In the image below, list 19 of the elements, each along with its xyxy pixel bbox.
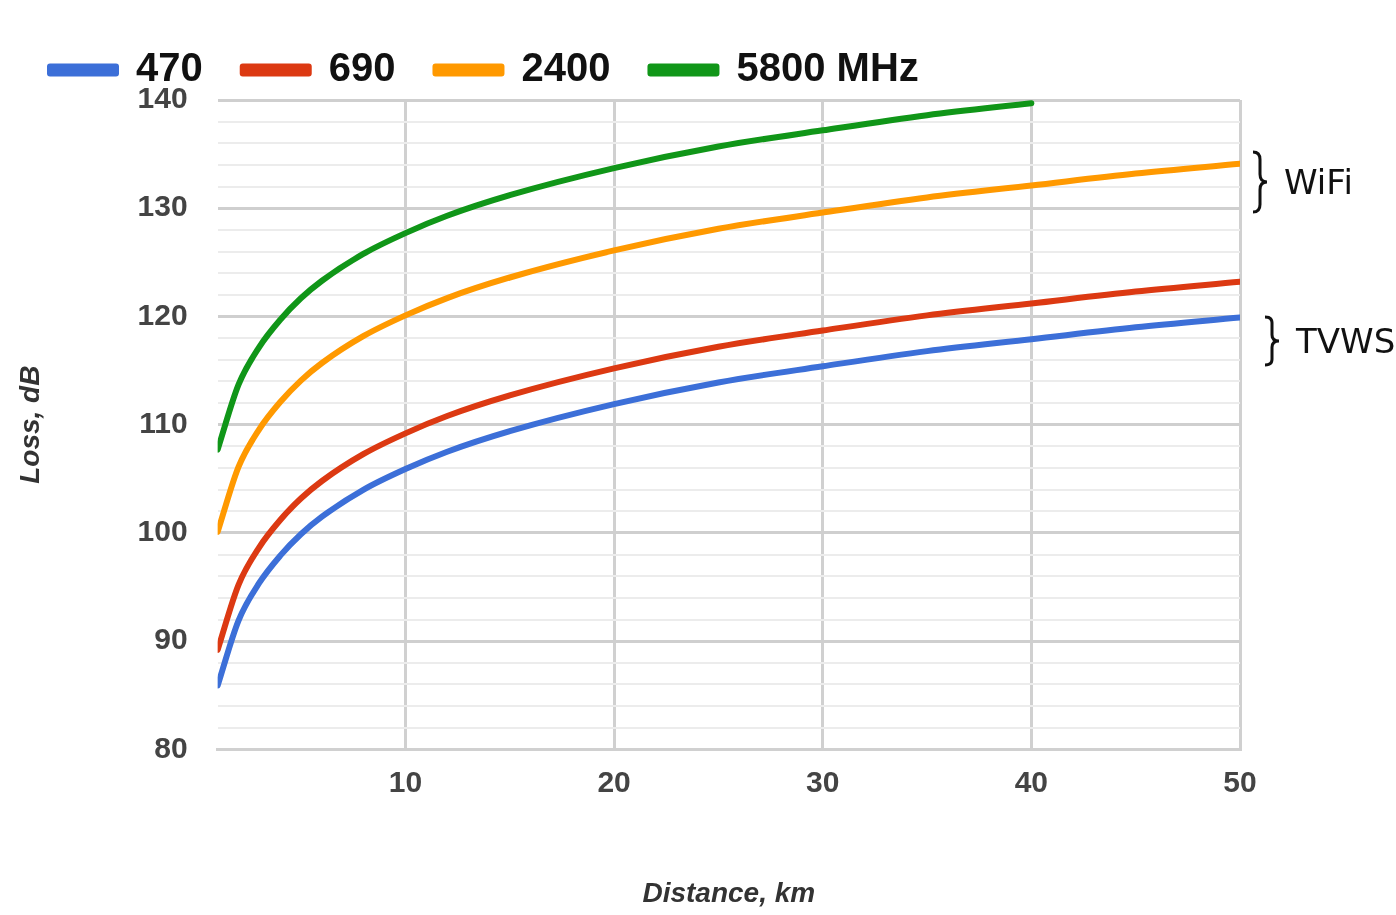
y-tick-label: 110 xyxy=(139,405,188,439)
y-tick-label: 130 xyxy=(137,189,188,223)
y-tick-label: 140 xyxy=(137,81,188,115)
legend-label: 690 xyxy=(328,45,396,90)
y-tick-label: 90 xyxy=(154,622,188,656)
y-axis-title: Loss, dB xyxy=(13,365,45,484)
x-tick-label: 40 xyxy=(1014,764,1049,798)
text: TVWS xyxy=(1296,321,1396,361)
y-tick-label: 80 xyxy=(154,730,188,764)
x-tick-label: 50 xyxy=(1223,764,1257,798)
x-tick-label: 10 xyxy=(388,764,423,798)
x-axis-title: Distance, km xyxy=(642,876,816,908)
text: WiFi xyxy=(1284,162,1353,202)
y-tick-label: 100 xyxy=(137,514,188,548)
y-tick-label: 120 xyxy=(137,297,188,331)
x-tick-label: 30 xyxy=(806,764,840,798)
legend-label: 5800 MHz xyxy=(736,45,919,90)
x-tick-label: 20 xyxy=(597,764,631,798)
legend-label: 2400 xyxy=(521,45,611,90)
